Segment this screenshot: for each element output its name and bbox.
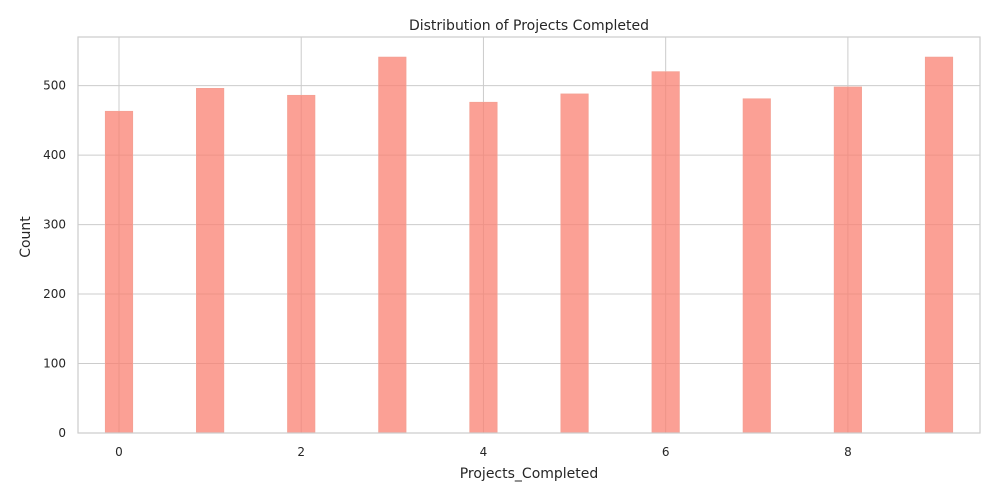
chart-title: Distribution of Projects Completed bbox=[409, 18, 649, 34]
y-tick-labels: 0 100 200 300 400 500 bbox=[43, 79, 66, 440]
x-axis-label: Projects_Completed bbox=[460, 466, 599, 482]
y-tick-label: 300 bbox=[43, 218, 66, 232]
x-tick-label: 4 bbox=[480, 445, 488, 459]
y-tick-label: 400 bbox=[43, 148, 66, 162]
x-tick-label: 8 bbox=[844, 445, 852, 459]
bar-0 bbox=[104, 110, 134, 434]
x-tick-label: 6 bbox=[662, 445, 670, 459]
bar-4 bbox=[469, 101, 498, 434]
y-tick-label: 200 bbox=[43, 287, 66, 301]
x-tick-labels: 0 2 4 6 8 bbox=[115, 445, 852, 459]
plot-frame bbox=[77, 36, 981, 434]
y-tick-label: 0 bbox=[58, 426, 66, 440]
y-tick-label: 500 bbox=[43, 79, 66, 93]
x-tick-label: 2 bbox=[297, 445, 305, 459]
bar-2 bbox=[287, 94, 316, 434]
bars bbox=[104, 56, 954, 434]
bar-6 bbox=[651, 71, 680, 434]
y-tick-label: 100 bbox=[43, 357, 66, 371]
x-tick-label: 0 bbox=[115, 445, 123, 459]
bar-9 bbox=[924, 56, 954, 434]
bar-8 bbox=[833, 86, 862, 434]
bar-3 bbox=[378, 56, 407, 434]
y-axis-label: Count bbox=[18, 216, 34, 258]
bar-5 bbox=[560, 93, 589, 434]
bar-7 bbox=[742, 98, 771, 434]
bar-1 bbox=[196, 88, 225, 434]
